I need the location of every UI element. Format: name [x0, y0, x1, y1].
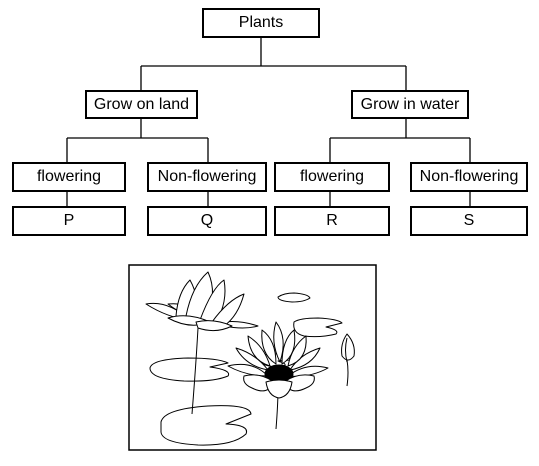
land-non-flowering: Non-flowering	[147, 162, 267, 192]
lotus-petal	[195, 320, 233, 332]
root-plants: Plants	[202, 8, 320, 38]
lotus-bud	[345, 337, 348, 363]
leaf-letter: S	[463, 212, 475, 229]
lily-pad	[277, 292, 311, 303]
root-label: Plants	[238, 14, 284, 31]
water-non-flowering: Non-flowering	[410, 162, 528, 192]
flower-stem	[191, 327, 199, 415]
leaf-letter: R	[326, 212, 338, 229]
connector-root	[140, 38, 407, 90]
connector-land	[66, 118, 209, 162]
lotus-petal	[243, 374, 275, 392]
lotus-petal	[247, 335, 271, 367]
category-label: flowering	[299, 168, 365, 185]
leaf-letter: P	[63, 212, 75, 229]
lily-pad	[293, 317, 343, 338]
branch-label: Grow in water	[360, 95, 460, 113]
water-flowering: flowering	[274, 162, 390, 192]
bud-stem	[346, 359, 349, 387]
lily-pad	[160, 405, 252, 446]
connector-leaves	[66, 192, 471, 206]
branch-grow-on-land: Grow on land	[85, 90, 198, 119]
branch-grow-in-water: Grow in water	[351, 90, 469, 119]
leaf-letter: Q	[200, 212, 214, 229]
branch-label: Grow on land	[93, 95, 190, 113]
lotus-petal	[223, 321, 259, 329]
category-label: flowering	[36, 168, 102, 185]
lotus-petal	[261, 329, 277, 365]
lily-pad	[149, 357, 230, 382]
lotus-bud	[341, 333, 355, 361]
lotus-petal	[273, 321, 284, 363]
lotus-petal	[281, 329, 296, 365]
category-label: Non-flowering	[419, 168, 519, 185]
connector-water	[329, 118, 471, 162]
lotus-petal	[265, 379, 293, 399]
leaf-r: R	[274, 206, 390, 236]
water-lily-icon	[128, 264, 377, 451]
lotus-petal	[287, 335, 307, 367]
lotus-petal	[283, 374, 315, 392]
land-flowering: flowering	[12, 162, 126, 192]
leaf-s: S	[410, 206, 528, 236]
leaf-q: Q	[147, 206, 267, 236]
leaf-p: P	[12, 206, 126, 236]
category-label: Non-flowering	[157, 168, 257, 185]
lotus-petal	[211, 293, 245, 327]
